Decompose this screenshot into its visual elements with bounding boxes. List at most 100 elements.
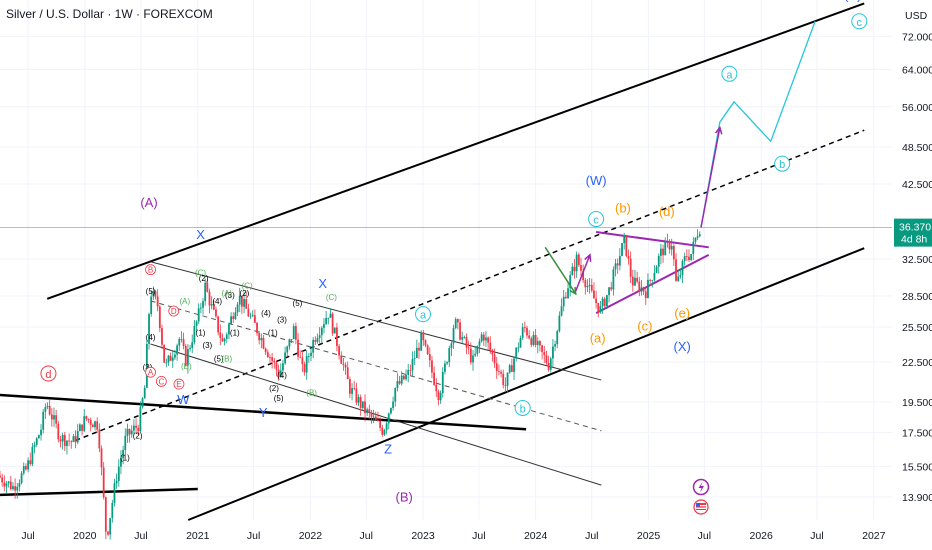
candle-body bbox=[480, 334, 483, 342]
time-tick-label: 2022 bbox=[299, 530, 323, 542]
candle-body bbox=[601, 298, 604, 307]
chart-title: Silver / U.S. Dollar · 1W · FOREXCOM bbox=[6, 7, 213, 21]
sub-wave-label: (2) bbox=[199, 274, 209, 283]
candle-body bbox=[50, 414, 53, 420]
candle-body bbox=[14, 486, 17, 491]
candle-body bbox=[35, 438, 38, 445]
candle-body bbox=[672, 245, 675, 260]
time-tick-label: Jul bbox=[472, 530, 485, 542]
candle-body bbox=[299, 356, 302, 358]
sub-wave-label: (A) bbox=[179, 297, 190, 306]
candle-body bbox=[398, 381, 401, 384]
candle-body bbox=[145, 344, 148, 388]
candle-body bbox=[199, 307, 202, 309]
time-axis[interactable]: Jul 2020 Jul 2021 Jul 2022 Jul 2023 Jul 2024 Jul 20… bbox=[21, 530, 885, 542]
sub-wave-label: (1) bbox=[120, 454, 130, 463]
candle-body bbox=[552, 346, 554, 359]
candle-body bbox=[515, 347, 518, 359]
candle-body bbox=[513, 358, 515, 372]
sub-wave-label: (1) bbox=[268, 329, 278, 338]
candle-body bbox=[510, 365, 513, 372]
time-tick-label: 2024 bbox=[524, 530, 548, 542]
sub-wave-label: (1) bbox=[196, 329, 206, 338]
candle-body bbox=[143, 387, 146, 399]
candle-body bbox=[202, 301, 204, 308]
candle-body bbox=[575, 254, 578, 272]
candle-body bbox=[318, 335, 321, 338]
wave-label: (c) bbox=[637, 318, 652, 333]
candle-body bbox=[346, 367, 349, 380]
candle-body bbox=[277, 369, 280, 377]
wave-label-circle bbox=[40, 365, 57, 382]
wave-label: X bbox=[318, 276, 327, 291]
price-axis-background bbox=[892, 0, 932, 520]
candle-body bbox=[560, 306, 563, 316]
candle-body bbox=[370, 412, 373, 417]
trend-line-triangle-top[interactable] bbox=[595, 231, 709, 249]
candle-body bbox=[122, 449, 125, 459]
candle-body bbox=[456, 319, 459, 323]
candle-body bbox=[325, 317, 328, 325]
trend-line-channel-mid[interactable] bbox=[75, 129, 865, 442]
candle-body bbox=[139, 406, 142, 432]
wave-label: (d) bbox=[659, 204, 675, 219]
sub-wave-label: (4) bbox=[261, 309, 271, 318]
trend-line-channel-upper[interactable] bbox=[46, 2, 865, 300]
candle-body bbox=[271, 357, 274, 361]
candle-body bbox=[94, 421, 96, 428]
price-axis[interactable]: 72.000 64.000 56.000 48.500 42.500 32.500 28.5… bbox=[902, 31, 932, 504]
candle-body bbox=[409, 369, 412, 371]
candle-body bbox=[437, 391, 440, 401]
candle-body bbox=[454, 319, 457, 329]
trend-line-down-channel-1[interactable] bbox=[150, 261, 602, 381]
candle-body bbox=[307, 356, 310, 357]
candle-body bbox=[418, 347, 420, 351]
projection-path bbox=[700, 21, 816, 228]
candle-body bbox=[282, 363, 284, 371]
candle-body bbox=[1, 477, 4, 483]
candle-body bbox=[22, 466, 25, 474]
candle-body bbox=[113, 483, 116, 503]
candle-body bbox=[204, 282, 207, 302]
candle-body bbox=[444, 363, 446, 372]
trend-line-wedge-lower[interactable] bbox=[0, 487, 198, 497]
candle-body bbox=[31, 446, 34, 465]
sub-wave-label: (5) bbox=[146, 287, 156, 296]
candle-body bbox=[61, 434, 64, 442]
candle-body bbox=[495, 363, 498, 372]
candle-body bbox=[48, 405, 51, 415]
candle-body bbox=[666, 241, 669, 243]
candle-body bbox=[692, 241, 695, 255]
candle-body bbox=[463, 336, 466, 338]
candle-body bbox=[327, 317, 330, 319]
candle-body bbox=[238, 295, 241, 305]
sub-wave-label: A bbox=[148, 368, 154, 377]
sub-wave-circle bbox=[168, 305, 180, 317]
candle-body bbox=[9, 481, 12, 490]
arrow-shaft bbox=[544, 246, 577, 295]
candle-body bbox=[46, 405, 49, 407]
candle-body bbox=[329, 313, 332, 318]
candle-body bbox=[474, 353, 477, 356]
wave-label: W bbox=[177, 392, 190, 407]
time-tick-label: Jul bbox=[360, 530, 373, 542]
candle-body bbox=[541, 345, 544, 352]
trend-line-channel-lower[interactable] bbox=[187, 247, 865, 521]
wave-label: (Y) bbox=[844, 0, 861, 2]
candle-body bbox=[323, 324, 325, 328]
projection-polyline[interactable] bbox=[700, 21, 816, 228]
candle-body bbox=[83, 416, 86, 431]
candle-body bbox=[588, 284, 591, 287]
candle-body bbox=[459, 322, 461, 340]
wave-label: (B) bbox=[396, 489, 413, 504]
candle-body bbox=[653, 272, 656, 281]
candle-body bbox=[485, 337, 487, 341]
event-icons[interactable] bbox=[692, 478, 710, 515]
candle-body bbox=[279, 370, 282, 377]
price-tick-label: 28.500 bbox=[902, 291, 932, 303]
candle-body bbox=[493, 354, 496, 364]
candle-body bbox=[487, 337, 490, 343]
trend-line-wedge-upper[interactable] bbox=[0, 393, 527, 431]
sub-wave-label: (4) bbox=[146, 333, 156, 342]
